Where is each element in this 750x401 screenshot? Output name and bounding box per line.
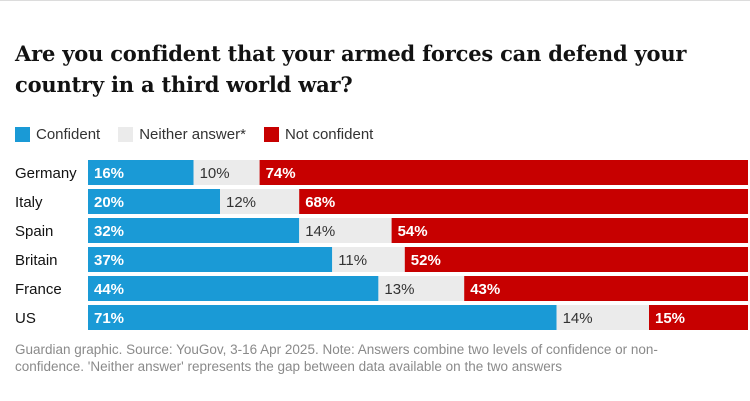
- source-note: Guardian graphic. Source: YouGov, 3-16 A…: [15, 342, 658, 374]
- value-label-confident-france: 44%: [94, 281, 124, 298]
- country-label-britain: Britain: [15, 252, 58, 269]
- value-label-neither-france: 13%: [384, 281, 414, 298]
- legend-label-confident: Confident: [36, 125, 101, 143]
- value-label-not-spain: 54%: [398, 223, 428, 240]
- bar-neither-germany: [193, 160, 260, 185]
- value-label-neither-britain: 11%: [338, 252, 367, 269]
- value-label-not-us: 15%: [655, 310, 685, 327]
- bar-neither-france: [378, 276, 465, 301]
- value-label-confident-germany: 16%: [94, 165, 124, 182]
- top-rule: [0, 0, 750, 1]
- bar-confident-germany: [88, 160, 194, 185]
- legend-swatch-neither: [118, 126, 134, 142]
- value-label-not-france: 43%: [470, 281, 500, 298]
- legend: Confident Neither answer* Not confident: [15, 124, 391, 144]
- bar-neither-us: [556, 305, 649, 330]
- bar-confident-spain: [88, 218, 300, 243]
- value-label-not-italy: 68%: [305, 194, 335, 211]
- value-label-not-germany: 74%: [266, 165, 296, 182]
- bar-row-italy: Italy 20% 12% 68%: [15, 189, 748, 214]
- bar-not-france: [464, 276, 748, 301]
- value-label-not-britain: 52%: [411, 252, 441, 269]
- bar-not-us: [649, 305, 748, 330]
- value-label-neither-spain: 14%: [305, 223, 335, 240]
- chart-title: Are you confident that your armed forces…: [15, 41, 687, 97]
- bar-row-spain: Spain 32% 14% 54%: [15, 218, 748, 243]
- bar-not-italy: [299, 189, 748, 214]
- value-label-neither-germany: 10%: [200, 165, 230, 182]
- bar-not-germany: [259, 160, 748, 185]
- value-label-confident-italy: 20%: [94, 194, 124, 211]
- country-label-germany: Germany: [15, 165, 77, 182]
- country-label-us: US: [15, 310, 36, 327]
- value-label-confident-us: 71%: [94, 310, 124, 327]
- bar-neither-italy: [220, 189, 300, 214]
- bar-not-britain: [404, 247, 748, 272]
- bar-row-france: France 44% 13% 43%: [15, 276, 748, 301]
- bar-row-germany: Germany 16% 10% 74%: [15, 160, 748, 185]
- legend-label-not-confident: Not confident: [284, 125, 374, 143]
- legend-item-confident: Confident: [15, 126, 100, 143]
- bar-confident-italy: [88, 189, 220, 214]
- country-label-spain: Spain: [15, 223, 53, 240]
- bar-row-us: US 71% 14% 15%: [15, 305, 748, 330]
- bar-neither-spain: [299, 218, 392, 243]
- legend-swatch-not-confident: [263, 126, 279, 142]
- bar-not-spain: [391, 218, 748, 243]
- country-label-france: France: [15, 281, 62, 298]
- value-label-confident-britain: 37%: [94, 252, 124, 269]
- bar-confident-us: [88, 305, 557, 330]
- legend-swatch-confident: [15, 126, 30, 142]
- bar-neither-britain: [332, 247, 405, 272]
- bar-confident-france: [88, 276, 379, 301]
- legend-item-neither: Neither answer*: [118, 126, 246, 143]
- bar-row-britain: Britain 37% 11% 52%: [15, 247, 748, 272]
- value-label-neither-us: 14%: [563, 310, 593, 327]
- bar-confident-britain: [88, 247, 333, 272]
- country-label-italy: Italy: [15, 194, 43, 211]
- value-label-confident-spain: 32%: [94, 223, 124, 240]
- value-label-neither-italy: 12%: [226, 194, 256, 211]
- legend-item-not-confident: Not confident: [263, 125, 374, 143]
- legend-label-neither: Neither answer*: [139, 125, 246, 143]
